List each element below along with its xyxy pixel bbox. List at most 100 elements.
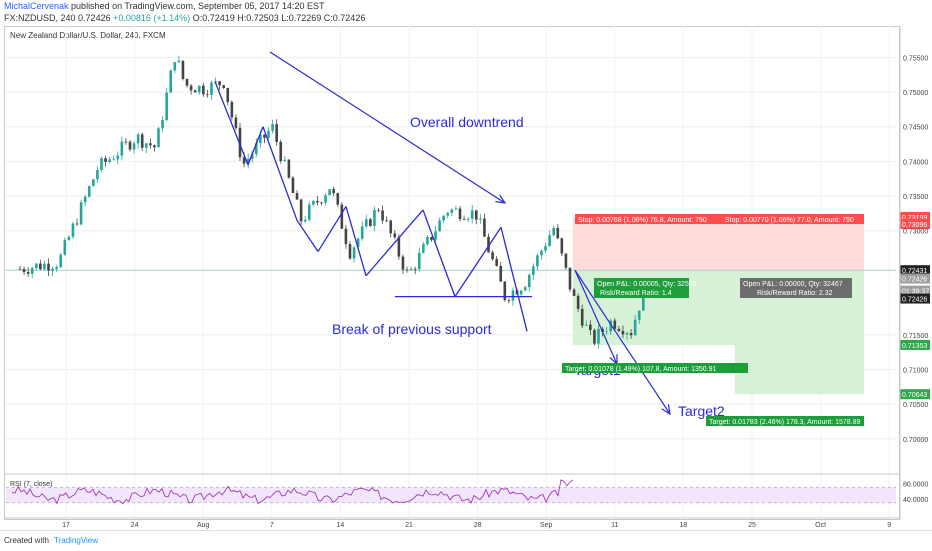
published-text: published on TradingView.com, September … bbox=[71, 1, 325, 11]
last-price: 0.72426 bbox=[78, 13, 111, 23]
candle bbox=[263, 134, 266, 138]
open-pnl-1: Open P&L: 0.00005, Qty: 32552 bbox=[597, 281, 697, 288]
candle bbox=[165, 92, 168, 121]
symbol-header: FX:NZDUSD, 240 0.72426 +0.00816 (+1.14%)… bbox=[4, 13, 365, 23]
trend-line bbox=[214, 81, 249, 166]
candle bbox=[140, 134, 144, 148]
candle bbox=[470, 210, 474, 219]
candle bbox=[291, 177, 295, 194]
candle bbox=[389, 220, 393, 234]
price-tag-bg bbox=[900, 219, 930, 230]
trend-line bbox=[247, 126, 264, 166]
candle bbox=[589, 324, 592, 331]
risk-ratio-1: Risk/Reward Ratio: 1.4 bbox=[600, 290, 672, 297]
candle bbox=[246, 158, 250, 164]
rsi-title: RSI (7, close) bbox=[10, 481, 52, 488]
y-tick-label: 0.75500 bbox=[903, 55, 928, 62]
candle bbox=[377, 209, 380, 211]
candle bbox=[92, 179, 95, 187]
candle bbox=[544, 246, 547, 251]
candle bbox=[312, 200, 315, 205]
stop-label-2: Stop: 0.00770 (1.06%) 77.0, Amount: 750 bbox=[725, 217, 854, 224]
candle bbox=[637, 310, 641, 320]
x-tick-label: 21 bbox=[405, 522, 413, 529]
candle bbox=[348, 244, 352, 259]
candle bbox=[63, 240, 67, 255]
price-tag: 0.73096 bbox=[902, 222, 927, 229]
candle bbox=[642, 286, 645, 311]
price-tag: 0.72426 bbox=[902, 297, 927, 304]
candle bbox=[527, 274, 531, 288]
candle bbox=[487, 236, 490, 253]
rsi-band bbox=[6, 487, 896, 503]
candle bbox=[128, 141, 132, 150]
instrument-title: New Zealand Dollar/U.S. Dollar, 240, FXC… bbox=[10, 31, 166, 40]
candle bbox=[584, 324, 588, 326]
target-label-2: Target: 0.01783 (2.46%) 178.3, Amount: 1… bbox=[709, 419, 860, 426]
candle bbox=[352, 247, 356, 259]
price-tag: 01:39:37 bbox=[902, 289, 929, 296]
candle bbox=[540, 250, 543, 256]
target-zone-2 bbox=[735, 344, 864, 395]
publish-header: MichalCervenak published on TradingView.… bbox=[4, 1, 325, 11]
candle bbox=[173, 62, 177, 71]
candle bbox=[344, 228, 348, 245]
candle bbox=[609, 320, 613, 332]
candle bbox=[206, 94, 209, 96]
candle bbox=[124, 141, 128, 143]
candle bbox=[413, 268, 417, 270]
candle bbox=[381, 210, 384, 221]
candle bbox=[234, 117, 238, 128]
candle bbox=[393, 233, 397, 238]
price-tag-bg bbox=[900, 211, 930, 222]
downtrend-arrow bbox=[269, 51, 505, 203]
stop-zone bbox=[573, 216, 864, 271]
candle bbox=[458, 208, 462, 220]
price-tag: 0.73199 bbox=[902, 215, 927, 222]
price-tag: 0.72431 bbox=[902, 268, 927, 275]
candle bbox=[181, 60, 185, 79]
trend-line bbox=[422, 209, 456, 297]
candle bbox=[621, 330, 625, 335]
candle bbox=[511, 290, 515, 301]
candle bbox=[59, 254, 63, 268]
candle bbox=[316, 200, 319, 203]
trend-line bbox=[262, 126, 298, 221]
annotation-downtrend: Overall downtrend bbox=[410, 114, 524, 130]
author-link[interactable]: MichalCervenak bbox=[4, 1, 69, 11]
candle bbox=[112, 159, 116, 161]
candle bbox=[242, 157, 246, 164]
x-tick-label: 11 bbox=[611, 522, 618, 529]
candle bbox=[466, 218, 470, 220]
candle bbox=[189, 85, 193, 91]
y-tick-label: 0.73500 bbox=[903, 194, 928, 201]
candle bbox=[507, 299, 511, 301]
candle bbox=[568, 267, 572, 290]
candle bbox=[161, 120, 164, 129]
candle bbox=[332, 189, 335, 194]
candle bbox=[55, 267, 58, 269]
candle bbox=[283, 159, 287, 161]
candle bbox=[422, 244, 425, 253]
candle bbox=[136, 134, 140, 144]
price-change: +0.00816 (+1.14%) bbox=[113, 13, 191, 23]
price-tag-bg bbox=[900, 293, 930, 304]
tradingview-logo[interactable]: TradingView bbox=[54, 536, 99, 545]
candle bbox=[320, 202, 323, 204]
candle bbox=[409, 268, 413, 270]
candle bbox=[83, 196, 87, 203]
open-pnl-2: Open P&L: 0.00000, Qty: 32467 bbox=[743, 281, 843, 288]
target2-arrow bbox=[574, 269, 670, 414]
candle bbox=[51, 268, 54, 271]
annotation-target2: Target2 bbox=[678, 403, 725, 419]
ohlc-values: O:0.72419 H:0.72503 L:0.72269 C:0.72426 bbox=[192, 13, 366, 23]
candle bbox=[100, 158, 103, 171]
candle bbox=[238, 127, 242, 158]
y-tick-label: 0.70500 bbox=[903, 402, 928, 409]
candle bbox=[193, 90, 197, 93]
candle bbox=[116, 155, 120, 160]
x-tick-label: 18 bbox=[680, 522, 688, 529]
y-tick-label: 0.70000 bbox=[903, 437, 928, 444]
x-tick-label: 28 bbox=[474, 522, 482, 529]
